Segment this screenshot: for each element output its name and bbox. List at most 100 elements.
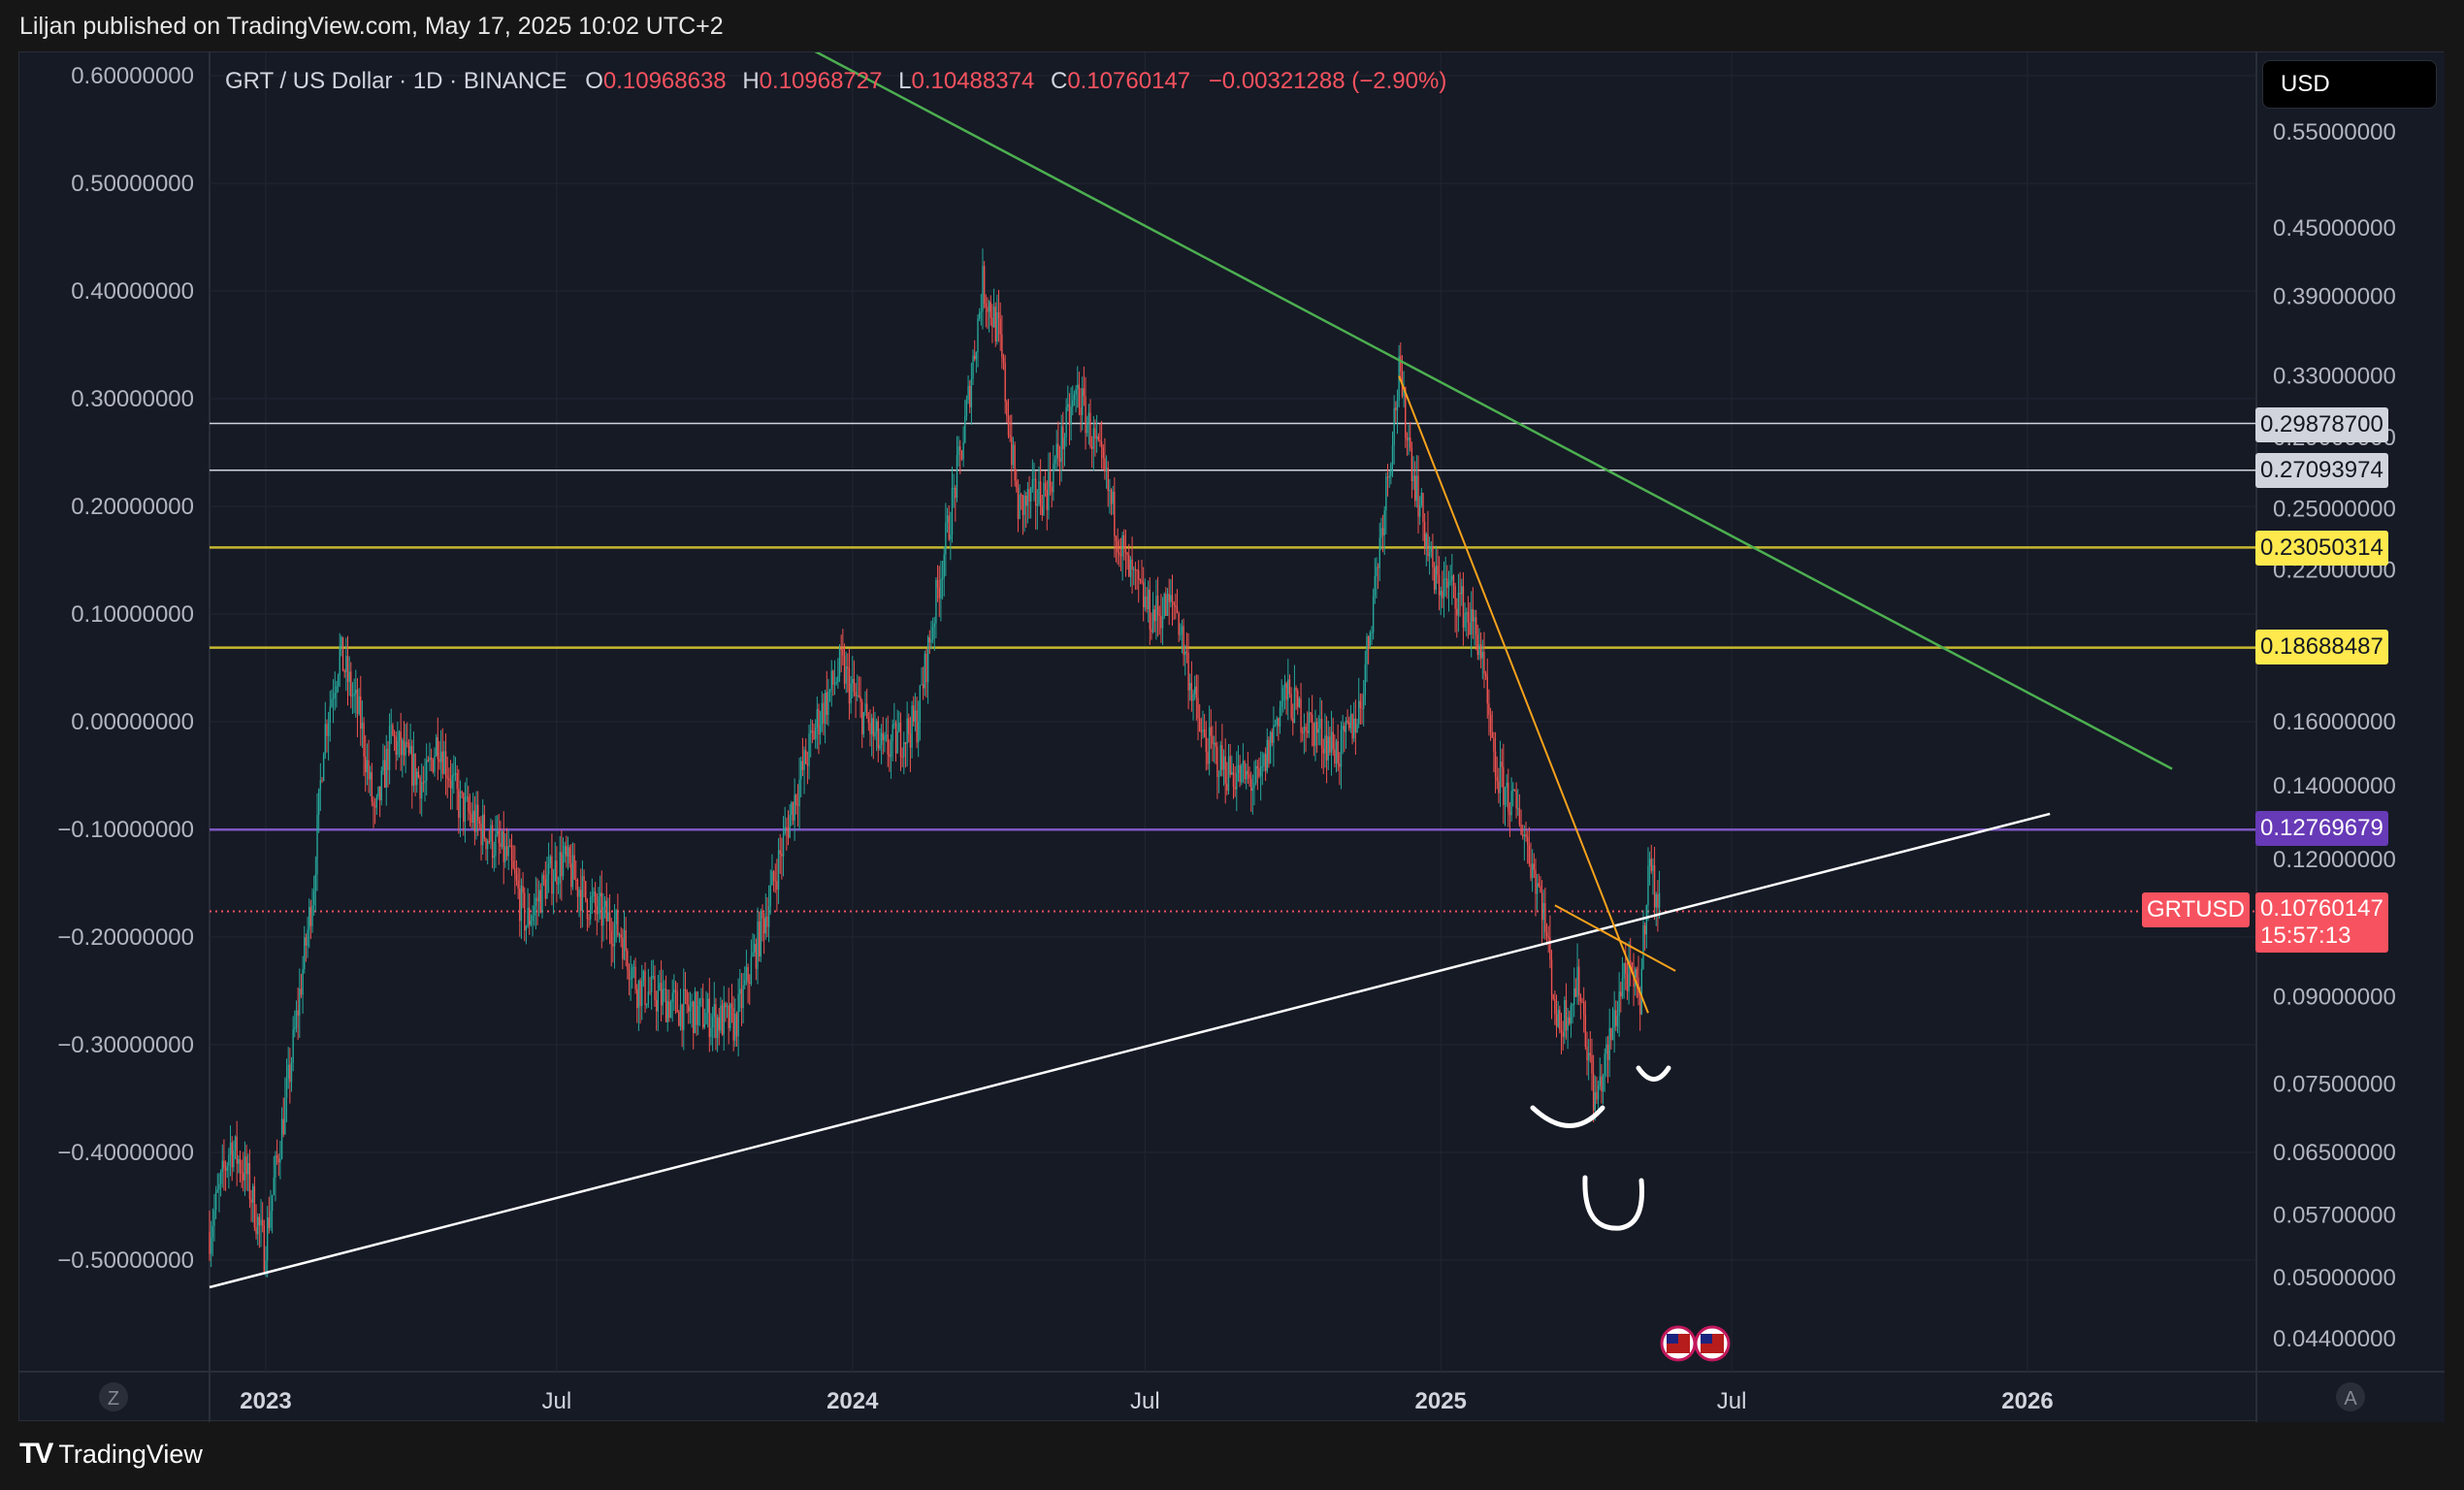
left-axis-tick-label: 0.10000000 (71, 601, 194, 628)
chart-panel[interactable]: 0.60000000 0.50000000 0.40000000 0.30000000… (18, 51, 2445, 1422)
candle-body (752, 952, 754, 957)
annotation-curve[interactable] (1530, 1105, 1605, 1128)
candle-body (1227, 756, 1230, 792)
annotation-curve[interactable] (1582, 1175, 1645, 1231)
candle-body (424, 780, 426, 784)
candle-body (1046, 490, 1048, 510)
candle-body (539, 890, 542, 913)
candle-body (681, 1004, 683, 1030)
candle-body (789, 815, 791, 838)
candle-body (331, 698, 333, 707)
candle-body (265, 1260, 267, 1272)
candle-body (277, 1158, 279, 1163)
candle-body (519, 888, 521, 922)
candle-body (630, 978, 632, 980)
candle-body (327, 723, 330, 736)
footer-brand[interactable]: TV TradingView (19, 1438, 203, 1471)
candle-body (417, 771, 420, 778)
candle-body (898, 723, 900, 731)
trendline-orange[interactable] (1398, 375, 1649, 1014)
candle-body (488, 841, 491, 843)
candle-body (1550, 959, 1553, 995)
candle-body (1594, 1092, 1596, 1111)
candle-body (468, 796, 470, 812)
candle-body (1562, 1032, 1564, 1037)
candle-body (1319, 718, 1321, 729)
candle-body (1173, 601, 1175, 605)
candle-body (1475, 617, 1477, 635)
candle-body (943, 554, 945, 578)
price-scale-panel[interactable] (2256, 52, 2445, 1422)
candle-body (589, 896, 592, 920)
candle-body (1630, 959, 1632, 963)
candle-body (1503, 766, 1505, 805)
candle-body (639, 980, 641, 1007)
candle-body (1168, 594, 1170, 602)
candle-body (689, 1006, 692, 1012)
candle-body (429, 758, 431, 761)
candle-body (1525, 833, 1527, 837)
candle-body (728, 1005, 729, 1028)
candle-body (432, 759, 435, 772)
tradingview-logo-icon: TV (19, 1438, 53, 1470)
trendline-orange[interactable] (1554, 904, 1676, 972)
candle-body (784, 826, 786, 834)
currency-button[interactable]: USD (2262, 60, 2437, 109)
candle-body (505, 846, 508, 857)
candle-body (819, 724, 822, 735)
candle-body (816, 709, 819, 728)
candle-body (821, 702, 823, 725)
candle-body (542, 875, 545, 880)
candle-body (257, 1216, 259, 1235)
candle-body (1381, 528, 1384, 535)
candle-body (729, 1003, 731, 1028)
candle-body (843, 655, 846, 684)
annotation-curve[interactable] (1636, 1065, 1671, 1082)
symbol-legend[interactable]: GRT / US Dollar · 1D · BINANCE O0.109686… (225, 68, 1446, 95)
candle-body (1648, 858, 1651, 866)
candle-body (1423, 522, 1426, 548)
candle-body (1058, 457, 1061, 463)
legend-symbol[interactable]: GRT / US Dollar · 1D · BINANCE (225, 68, 567, 94)
candle-body (1486, 676, 1488, 704)
auto-scale-left-button[interactable] (99, 1382, 128, 1411)
candle-body (1358, 700, 1360, 725)
candle-body (348, 671, 350, 682)
candle-body (1009, 435, 1011, 437)
candle-body (530, 921, 533, 925)
candle-body (740, 988, 743, 1009)
candle-body (1119, 554, 1122, 557)
candle-body (279, 1158, 281, 1163)
candle-body (660, 983, 663, 1006)
candle-body (470, 814, 472, 823)
candle-body (541, 875, 543, 913)
candle-body (977, 318, 979, 352)
trendline-white[interactable] (209, 812, 2051, 1289)
candle-body (1589, 1053, 1592, 1055)
candle-body (430, 758, 433, 760)
left-axis-tick-label: 0.60000000 (71, 63, 194, 89)
time-axis-tick-label: Jul (1717, 1388, 1747, 1414)
candle-body (1070, 406, 1072, 425)
candle-body (1044, 482, 1047, 491)
candle-body (552, 881, 555, 894)
candle-body (459, 791, 462, 819)
candle-body (1107, 468, 1109, 492)
candle-body (1077, 384, 1079, 389)
candle-body (1626, 973, 1629, 991)
candle-body (562, 854, 565, 877)
candle-body (1073, 394, 1076, 401)
candle-body (1261, 765, 1263, 767)
candle-body (634, 966, 636, 989)
candle-body (739, 988, 741, 994)
trendline-green[interactable] (802, 52, 2173, 770)
candle-body (507, 846, 509, 857)
chart-canvas[interactable]: 0.60000000 0.50000000 0.40000000 0.30000000… (19, 52, 2445, 1422)
candle-body (809, 730, 812, 734)
candle-body (1165, 594, 1167, 616)
candle-body (890, 741, 892, 758)
candle-body (1657, 893, 1659, 908)
candle-body (960, 450, 963, 460)
candle-body (1474, 617, 1475, 622)
auto-scale-right-button[interactable] (2336, 1382, 2365, 1411)
